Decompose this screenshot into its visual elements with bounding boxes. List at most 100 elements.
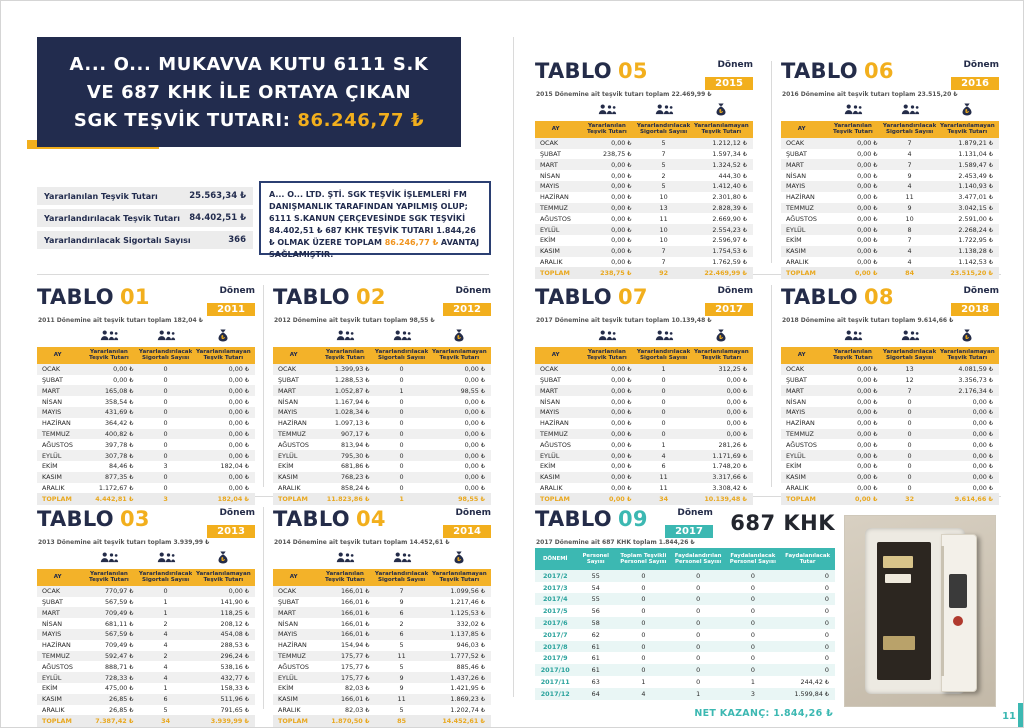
summary-row: Yararlanılan Teşvik Tutarı 25.563,34 ₺ bbox=[37, 187, 253, 205]
cell: 0 bbox=[907, 419, 912, 428]
info-segment: AVANTAJ SAĞLAMIŞTIR. bbox=[269, 238, 480, 259]
cell: 82,03 ₺ bbox=[345, 684, 370, 693]
table-icon-row: ₺ bbox=[781, 100, 999, 120]
people-icon bbox=[883, 330, 935, 341]
cell: 2 bbox=[661, 171, 666, 180]
cell: 332,02 ₺ bbox=[456, 619, 485, 628]
info-segment: OLMAK ÜZERE TOPLAM bbox=[274, 238, 385, 247]
data-table: AY Yararlanılan Teşvik Tutarı Yararlandırı… bbox=[273, 346, 491, 505]
svg-text:₺: ₺ bbox=[457, 335, 461, 341]
cell: 0 bbox=[907, 440, 912, 449]
cell: 4 bbox=[907, 150, 912, 159]
summary-table: Yararlanılan Teşvik Tutarı 25.563,34 ₺ Y… bbox=[37, 187, 253, 253]
cell: AĞUSTOS bbox=[42, 662, 73, 671]
svg-text:₺: ₺ bbox=[221, 557, 225, 563]
cell: 0,00 ₺ bbox=[611, 397, 632, 406]
cell: MAYIS bbox=[273, 407, 315, 418]
cell: 13 bbox=[883, 363, 936, 375]
column-header: Yararlandırılacak Sigortalı Sayısı bbox=[883, 120, 936, 138]
cell: MAYIS bbox=[535, 407, 577, 418]
cell: 2017/4 bbox=[535, 593, 576, 606]
cell: EYLÜL bbox=[781, 224, 823, 236]
table-subtitle: 2011 Dönemine ait teşvik tutarı toplam 1… bbox=[38, 316, 203, 324]
cell: 0,00 ₺ bbox=[935, 428, 999, 440]
cell: 0,00 ₺ bbox=[935, 407, 999, 418]
period-block: Dönem 2017 bbox=[665, 508, 713, 538]
table-header: TABLO 08 Dönem 2018 bbox=[781, 286, 999, 316]
cell: 166,01 ₺ bbox=[314, 607, 376, 619]
cell: 0,00 ₺ bbox=[191, 450, 255, 462]
cell: 26,85 ₺ bbox=[109, 706, 134, 715]
table-header: TABLO 09 Dönem 2017 687 KHK bbox=[535, 508, 835, 538]
cell: 791,65 ₺ bbox=[220, 706, 249, 715]
total-cell: 10.139,48 ₺ bbox=[689, 493, 753, 505]
cell: 0 bbox=[907, 397, 912, 406]
table-subtitle: 2015 Dönemine ait teşvik tutarı toplam 2… bbox=[536, 90, 712, 98]
cell: 5 bbox=[399, 706, 404, 715]
table-icon-row: ₺ bbox=[37, 326, 255, 346]
column-header: Yararlanılan Teşvik Tutarı bbox=[314, 568, 376, 586]
period-block: Dönem 2018 bbox=[951, 286, 999, 316]
cell: NİSAN bbox=[786, 397, 806, 406]
cell: 0,00 ₺ bbox=[857, 440, 878, 449]
cell: MART bbox=[781, 159, 823, 171]
cell: KASIM bbox=[535, 471, 577, 483]
total-cell: TOPLAM bbox=[781, 493, 823, 505]
cell: 0,00 ₺ bbox=[427, 407, 491, 418]
cell: 11 bbox=[659, 484, 668, 493]
period-label: Dönem bbox=[717, 286, 753, 296]
cell: NİSAN bbox=[278, 619, 298, 628]
cell: 1 bbox=[750, 677, 755, 686]
total-cell: 92 bbox=[637, 267, 690, 279]
column-header: Yararlandırılacak Sigortalı Sayısı bbox=[139, 346, 192, 364]
cell: AĞUSTOS bbox=[278, 662, 309, 671]
cell: 62 bbox=[591, 630, 600, 639]
people-icon bbox=[576, 104, 637, 115]
cell: 0,00 ₺ bbox=[857, 193, 878, 202]
cell: 0 bbox=[399, 419, 404, 428]
cell: 1.097,13 ₺ bbox=[334, 419, 370, 428]
cell: 877,35 ₺ bbox=[78, 471, 140, 483]
cell: ARALIK bbox=[540, 258, 563, 267]
info-segment: A... O... LTD. ŞTİ. SGK TEŞVİK İŞLEMLERİ… bbox=[269, 190, 468, 223]
column-header: Yararlandırılacak Sigortalı Sayısı bbox=[883, 346, 936, 364]
column-header: AY bbox=[535, 120, 577, 138]
cell: 770,97 ₺ bbox=[78, 585, 140, 597]
cell: EKİM bbox=[278, 684, 294, 693]
table-subtitle: 2014 Dönemine ait teşvik tutarı toplam 1… bbox=[274, 538, 450, 546]
cell: 2.554,23 ₺ bbox=[689, 224, 753, 236]
cell: 0 bbox=[641, 607, 646, 616]
cell: 5 bbox=[637, 159, 690, 171]
cell: 0,00 ₺ bbox=[464, 440, 485, 449]
cell: 0 bbox=[670, 664, 726, 677]
cell: 0 bbox=[750, 607, 755, 616]
table-header: TABLO 07 Dönem 2017 bbox=[535, 286, 753, 316]
cell: 0,00 ₺ bbox=[689, 407, 753, 418]
cell: 0 bbox=[616, 569, 671, 582]
column-header: Yararlanılamayan Teşvik Tutarı bbox=[935, 346, 999, 364]
column-header: Yararlandırılacak Sigortalı Sayısı bbox=[637, 120, 690, 138]
cell: ARALIK bbox=[786, 484, 809, 493]
cell: 728,33 ₺ bbox=[78, 672, 140, 684]
cell: 7 bbox=[907, 236, 912, 245]
period-label: Dönem bbox=[219, 286, 255, 296]
table-title: TABLO 09 bbox=[535, 509, 648, 530]
period-label: Dönem bbox=[963, 286, 999, 296]
cell: 1.131,04 ₺ bbox=[958, 150, 993, 159]
cell: 3.317,66 ₺ bbox=[689, 471, 753, 483]
cell: ŞUBAT bbox=[540, 150, 561, 159]
cell: 55 bbox=[575, 569, 616, 582]
cell: ARALIK bbox=[278, 484, 301, 493]
cell: 0,00 ₺ bbox=[191, 585, 255, 597]
cell: 7 bbox=[637, 245, 690, 257]
cell: 2 bbox=[163, 619, 168, 628]
cell: 2017/10 bbox=[535, 664, 576, 677]
cell: KASIM bbox=[781, 471, 823, 483]
money-icon: ₺ bbox=[936, 329, 999, 342]
cell: 55 bbox=[575, 593, 616, 606]
cell: 0 bbox=[696, 583, 701, 592]
info-box: A... O... LTD. ŞTİ. SGK TEŞVİK İŞLEMLERİ… bbox=[259, 181, 491, 259]
cell: TEMMUZ bbox=[781, 428, 823, 440]
cell: 0,00 ₺ bbox=[191, 428, 255, 440]
cell: 592,47 ₺ bbox=[78, 650, 140, 662]
